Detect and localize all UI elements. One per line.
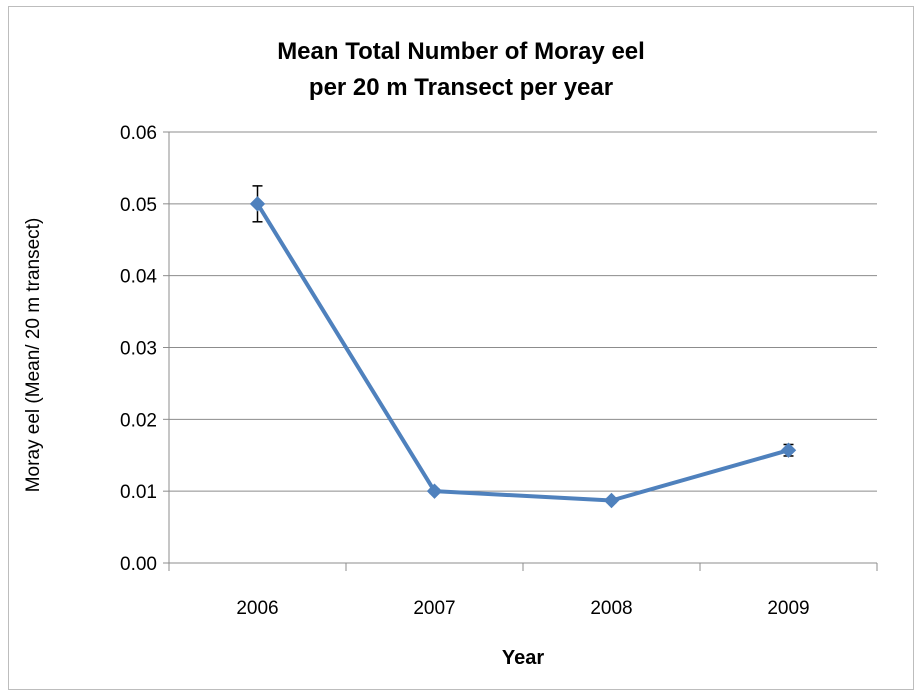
y-tick-label: 0.02 [120, 410, 157, 431]
chart-frame: Mean Total Number of Moray eel per 20 m … [8, 6, 914, 690]
series-layer [249, 185, 797, 509]
axes [163, 131, 878, 571]
x-tick-label: 2009 [767, 598, 809, 619]
y-tick-label: 0.03 [120, 339, 157, 360]
y-tick-label: 0.06 [120, 123, 157, 144]
data-point-marker [426, 483, 443, 499]
y-tick-labels: 0.00 0.01 0.02 0.03 0.04 0.05 0.06 [120, 123, 157, 575]
data-point-marker [603, 492, 620, 509]
y-tick-label: 0.04 [120, 267, 157, 288]
y-tick-label: 0.05 [120, 195, 157, 216]
x-tick-label: 2007 [413, 598, 455, 619]
chart-title-line-1: Mean Total Number of Moray eel [277, 38, 645, 65]
y-tick-label: 0.00 [120, 554, 157, 575]
data-point-marker [249, 196, 266, 212]
x-tick-label: 2008 [590, 598, 632, 619]
y-axis-title: Moray eel (Mean/ 20 m transect) [23, 218, 44, 493]
chart-title-line-2: per 20 m Transect per year [309, 74, 613, 101]
data-point-marker [780, 442, 797, 458]
chart-svg: Mean Total Number of Moray eel per 20 m … [23, 38, 878, 669]
series-line [255, 201, 791, 503]
x-axis-title: Year [502, 647, 544, 669]
y-tick-label: 0.01 [120, 482, 157, 503]
gridlines [169, 131, 877, 492]
x-tick-labels: 2006 2007 2008 2009 [236, 598, 809, 619]
x-tick-label: 2006 [236, 598, 278, 619]
